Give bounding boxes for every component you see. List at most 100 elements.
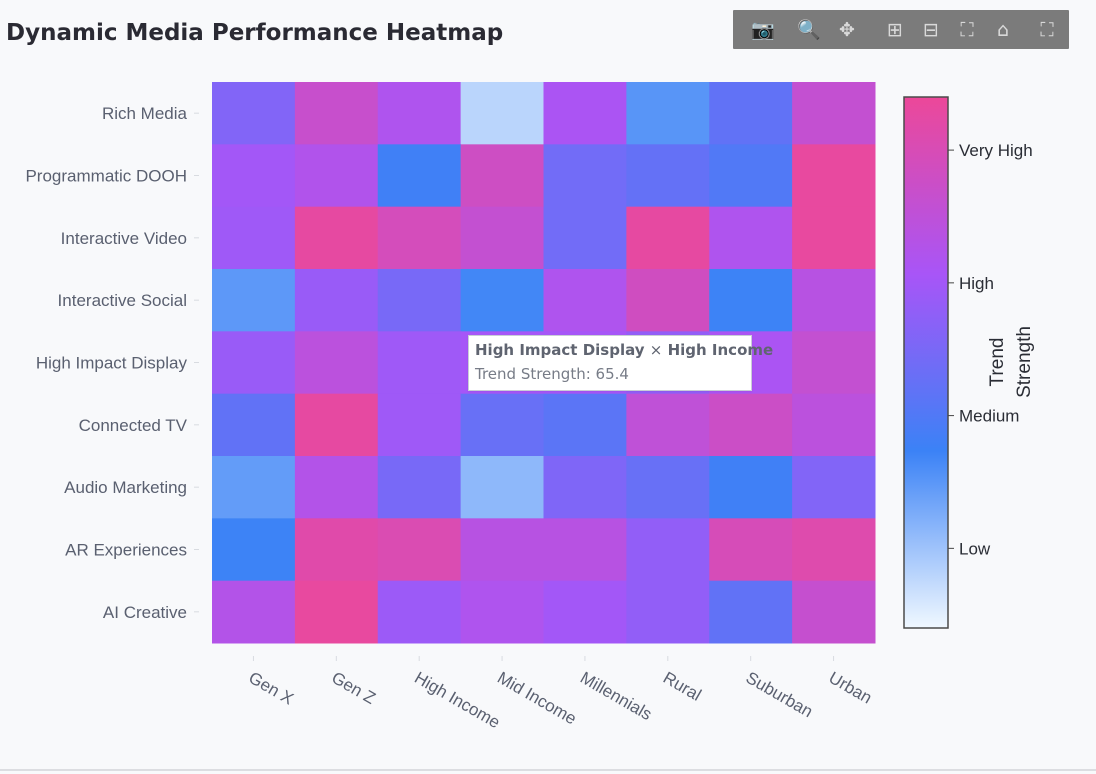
y-tick-label: Connected TV bbox=[79, 416, 188, 435]
heatmap-cell[interactable] bbox=[626, 518, 710, 582]
colorbar bbox=[903, 96, 949, 629]
heatmap-cell[interactable] bbox=[294, 269, 379, 332]
heatmap-cell[interactable] bbox=[294, 82, 379, 145]
x-tick-label: Suburban bbox=[743, 668, 816, 721]
x-tick-label: High Income bbox=[411, 668, 503, 732]
heatmap-cell[interactable] bbox=[792, 456, 876, 519]
heatmap-cell[interactable] bbox=[626, 580, 710, 644]
heatmap-cell[interactable] bbox=[377, 269, 462, 332]
tooltip-separator: × bbox=[649, 341, 663, 359]
heatmap-cell[interactable] bbox=[212, 269, 296, 332]
heatmap-cell[interactable] bbox=[294, 456, 379, 519]
heatmap-cell[interactable] bbox=[294, 393, 379, 457]
heatmap-cell[interactable] bbox=[377, 393, 462, 457]
heatmap-cell[interactable] bbox=[543, 580, 627, 644]
heatmap-cell[interactable] bbox=[543, 82, 627, 145]
zoom-in-icon[interactable]: ⊞ bbox=[887, 19, 903, 41]
heatmap-cell[interactable] bbox=[709, 518, 793, 582]
modebar: 📷 🔍 ✥ ⊞ ⊟ ⛶ ⌂ ⛶ bbox=[733, 10, 1069, 49]
heatmap-cell[interactable] bbox=[709, 456, 793, 519]
tooltip-title: High Impact Display × High Income bbox=[475, 341, 773, 359]
heatmap-cell[interactable] bbox=[709, 580, 793, 644]
heatmap-cell[interactable] bbox=[212, 518, 296, 582]
heatmap-cell[interactable] bbox=[709, 206, 793, 270]
home-icon[interactable]: ⌂ bbox=[996, 19, 1010, 41]
heatmap-cell[interactable] bbox=[543, 393, 627, 457]
y-tick-label: Programmatic DOOH bbox=[25, 167, 187, 186]
autoscale-icon[interactable]: ⛶ bbox=[960, 19, 974, 41]
heatmap-cell[interactable] bbox=[294, 206, 379, 270]
heatmap-cell[interactable] bbox=[212, 206, 296, 270]
heatmap-cell[interactable] bbox=[543, 269, 627, 332]
heatmap-cell[interactable] bbox=[377, 518, 462, 582]
hover-tooltip: High Impact Display × High Income Trend … bbox=[468, 335, 773, 391]
heatmap-cell[interactable] bbox=[294, 580, 379, 644]
heatmap-cell[interactable] bbox=[377, 82, 462, 145]
heatmap-cell[interactable] bbox=[626, 82, 710, 145]
heatmap-cell[interactable] bbox=[212, 82, 296, 145]
heatmap-cell[interactable] bbox=[792, 393, 876, 457]
heatmap-cell[interactable] bbox=[460, 144, 544, 208]
heatmap-cell[interactable] bbox=[460, 580, 544, 644]
heatmap-cell[interactable] bbox=[626, 456, 710, 519]
heatmap-cell[interactable] bbox=[709, 82, 793, 145]
zoom-out-icon[interactable]: ⊟ bbox=[923, 19, 939, 41]
y-tick-label: Audio Marketing bbox=[64, 478, 187, 497]
heatmap-cell[interactable] bbox=[377, 144, 462, 208]
fullscreen-icon[interactable]: ⛶ bbox=[1040, 19, 1054, 41]
heatmap-cell[interactable] bbox=[212, 580, 296, 644]
heatmap-cell[interactable] bbox=[626, 393, 710, 457]
heatmap-cell[interactable] bbox=[212, 144, 296, 208]
heatmap-cell[interactable] bbox=[792, 580, 876, 644]
heatmap-cell[interactable] bbox=[626, 206, 710, 270]
heatmap-cell[interactable] bbox=[212, 456, 296, 519]
heatmap-cell[interactable] bbox=[709, 393, 793, 457]
x-tick-label: Gen Z bbox=[328, 668, 378, 708]
x-tick-label: Millennials bbox=[577, 668, 655, 724]
x-tick-label: Gen X bbox=[245, 668, 296, 709]
y-tick-label: AR Experiences bbox=[65, 541, 187, 560]
heatmap-cell[interactable] bbox=[626, 269, 710, 332]
heatmap-cell[interactable] bbox=[543, 456, 627, 519]
heatmap-cell[interactable] bbox=[460, 518, 544, 582]
heatmap-cell[interactable] bbox=[792, 518, 876, 582]
heatmap-cell[interactable] bbox=[460, 456, 544, 519]
heatmap-cell[interactable] bbox=[792, 82, 876, 145]
heatmap-cell[interactable] bbox=[543, 206, 627, 270]
heatmap-cell[interactable] bbox=[294, 331, 379, 395]
heatmap-cell[interactable] bbox=[377, 206, 462, 270]
heatmap-cell[interactable] bbox=[543, 518, 627, 582]
heatmap-cell[interactable] bbox=[709, 144, 793, 208]
x-tick-label: Mid Income bbox=[494, 668, 580, 728]
heatmap-cell[interactable] bbox=[460, 206, 544, 270]
zoom-icon[interactable]: 🔍 bbox=[797, 19, 821, 41]
heatmap-cell[interactable] bbox=[212, 331, 296, 395]
y-tick-label: Interactive Social bbox=[58, 291, 187, 310]
heatmap-cell[interactable] bbox=[709, 269, 793, 332]
colorbar-tick-label: Medium bbox=[959, 407, 1019, 426]
pan-icon[interactable]: ✥ bbox=[839, 19, 855, 41]
heatmap-cell[interactable] bbox=[460, 82, 544, 145]
heatmap-cell[interactable] bbox=[212, 393, 296, 457]
heatmap-cell[interactable] bbox=[460, 269, 544, 332]
heatmap-cell[interactable] bbox=[792, 206, 876, 270]
heatmap-cell[interactable] bbox=[792, 269, 876, 332]
heatmap-cell[interactable] bbox=[792, 144, 876, 208]
heatmap-cell[interactable] bbox=[377, 456, 462, 519]
heatmap-cell[interactable] bbox=[543, 144, 627, 208]
camera-icon[interactable]: 📷 bbox=[751, 19, 775, 41]
colorbar-tick-label: Low bbox=[959, 539, 991, 558]
heatmap-cell[interactable] bbox=[294, 144, 379, 208]
colorbar-tick-label: High bbox=[959, 274, 994, 293]
heatmap-cell[interactable] bbox=[626, 144, 710, 208]
bottom-divider bbox=[0, 769, 1096, 771]
heatmap-cell[interactable] bbox=[377, 331, 462, 395]
heatmap-cell[interactable] bbox=[294, 518, 379, 582]
heatmap-cell[interactable] bbox=[792, 331, 876, 395]
x-tick-label: Urban bbox=[826, 668, 876, 708]
colorbar-title-word: Trend bbox=[987, 338, 1008, 387]
heatmap-cell[interactable] bbox=[377, 580, 462, 644]
heatmap-cell[interactable] bbox=[460, 393, 544, 457]
tooltip-row: High Impact Display bbox=[475, 341, 645, 359]
